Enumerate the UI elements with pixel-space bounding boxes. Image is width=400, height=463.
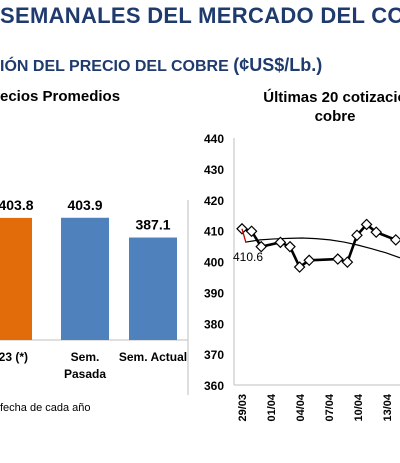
price-point xyxy=(351,229,363,242)
trend-line xyxy=(245,237,400,259)
bar-category-label: Sem. Actual xyxy=(119,350,187,364)
line-chart-title-line2: cobre xyxy=(314,108,356,125)
y-tick-label: 380 xyxy=(204,317,224,331)
x-tick-label: 04/04 xyxy=(295,393,307,421)
y-tick-label: 360 xyxy=(204,379,224,393)
banner-title: SEMANALES DEL MERCADO DEL CO xyxy=(0,3,400,28)
page-subtitle: IÓN DEL PRECIO DEL COBRE (¢US$/Lb.) xyxy=(0,55,400,76)
bar-2 xyxy=(61,217,109,340)
line-chart-title-line1: Últimas 20 cotizacio xyxy=(263,89,400,106)
bar-value-label: 403.8 xyxy=(0,197,34,213)
bar-value-label: 387.1 xyxy=(135,217,170,233)
price-point xyxy=(331,253,344,265)
x-tick-label: 13/04 xyxy=(382,393,394,421)
callout-label: 410.6 xyxy=(233,250,263,264)
y-tick-label: 400 xyxy=(204,256,224,270)
y-tick-label: 440 xyxy=(204,132,224,146)
price-point xyxy=(293,261,306,273)
bar-category-label: 023 (*) xyxy=(0,350,28,364)
line-chart-title: Últimas 20 cotizacio cobre xyxy=(235,88,400,126)
bar-1 xyxy=(0,217,32,340)
price-point xyxy=(284,240,296,253)
bar-category-label: Sem. xyxy=(71,350,100,364)
y-tick-label: 390 xyxy=(204,286,224,300)
callout-arrow xyxy=(241,228,247,243)
price-point xyxy=(245,225,258,238)
price-point xyxy=(370,226,383,239)
price-point xyxy=(274,236,287,249)
x-tick-label: 29/03 xyxy=(237,394,249,422)
price-point xyxy=(303,254,316,267)
y-tick-label: 430 xyxy=(204,163,224,177)
y-tick-label: 370 xyxy=(204,348,224,362)
x-tick-label: 10/04 xyxy=(353,393,365,421)
x-tick-label: 07/04 xyxy=(324,393,336,421)
price-point xyxy=(255,240,268,253)
bar-3 xyxy=(129,237,177,340)
subtitle-unit: (¢US$/Lb.) xyxy=(233,55,323,75)
y-tick-label: 420 xyxy=(204,194,224,208)
bar-chart-title: ecios Promedios xyxy=(0,88,121,105)
price-point xyxy=(360,218,373,231)
subtitle-text: IÓN DEL PRECIO DEL COBRE xyxy=(0,58,229,75)
footnote: fecha de cada año xyxy=(0,402,91,414)
bar-value-label: 403.9 xyxy=(67,197,102,213)
x-tick-label: 01/04 xyxy=(266,393,278,421)
price-point xyxy=(341,256,354,268)
y-tick-label: 410 xyxy=(204,225,224,239)
bar-category-label: Pasada xyxy=(64,367,106,381)
price-point xyxy=(389,234,400,246)
